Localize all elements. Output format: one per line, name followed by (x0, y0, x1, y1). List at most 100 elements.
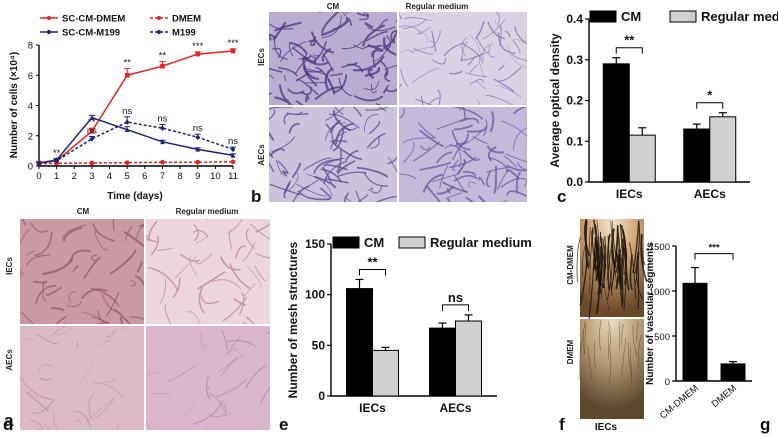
texture-strand (501, 199, 508, 202)
texture-strand (387, 156, 397, 173)
tile-texture (399, 12, 527, 105)
texture-strand (269, 92, 272, 96)
legend-label: SC-CM-DMEM (62, 14, 125, 25)
texture-strand (344, 195, 352, 202)
data-point (124, 126, 130, 132)
axis-lines-a (38, 45, 233, 167)
micrograph-regular-iecs-d (146, 219, 270, 324)
data-point (54, 157, 59, 164)
texture-strand (295, 111, 304, 116)
panel-letter-e: e (279, 415, 288, 434)
significance-bracket (615, 47, 643, 54)
texture-strand (352, 107, 363, 118)
texture-strand (427, 97, 440, 105)
vessel-sprout (587, 345, 593, 380)
texture-strand (260, 386, 270, 404)
texture-strand (102, 378, 118, 383)
texture-strand (33, 280, 48, 284)
texture-strand (363, 80, 380, 91)
texture-strand (344, 150, 359, 162)
vessel-sprout (584, 323, 586, 355)
texture-strand (200, 331, 206, 348)
x-tick-label: AECs (439, 401, 471, 415)
texture-strand (399, 108, 405, 119)
vessel-sprout (637, 334, 642, 368)
texture-strand (291, 162, 302, 179)
texture-strand (197, 271, 226, 290)
texture-strand (459, 107, 463, 111)
panel-letter-g: g (760, 415, 770, 434)
vessel-sprout (621, 338, 627, 376)
texture-strand (134, 275, 144, 287)
texture-strand (325, 123, 331, 130)
texture-strand (314, 86, 344, 101)
texture-strand (403, 141, 415, 163)
row-label-aecs: AECs (257, 144, 266, 166)
vessel-sprout (621, 258, 624, 304)
texture-strand (498, 32, 516, 54)
texture-strand (431, 30, 437, 52)
legend-marker (157, 30, 161, 34)
texture-strand (399, 25, 422, 35)
texture-strand (235, 245, 247, 259)
legend-swatch (332, 236, 360, 249)
texture-strand (45, 286, 63, 296)
panel-letter-b: b (251, 187, 261, 206)
significance-label: *** (227, 38, 238, 49)
legend-marker (157, 16, 161, 20)
texture-strand (363, 12, 366, 16)
texture-strand (366, 31, 389, 42)
y-tick-label: 50 (312, 338, 326, 352)
tile-texture (269, 12, 397, 105)
vessel-sprout (634, 251, 640, 286)
vessel-sprout (581, 245, 586, 277)
series-m199: ns ns ns ns ns (36, 106, 238, 166)
texture-strand (275, 159, 283, 175)
tile-texture (146, 329, 270, 430)
x-tick-label: 0 (36, 171, 41, 182)
texture-strand (486, 145, 504, 154)
texture-strand (280, 40, 307, 62)
texture-strand (269, 151, 274, 159)
y-tick-label: 4 (28, 101, 33, 112)
texture-strand (302, 57, 320, 81)
texture-strand (269, 22, 294, 30)
texture-strand (451, 107, 484, 120)
y-tick-label: 0.1 (566, 134, 583, 148)
texture-strand (439, 165, 449, 189)
vessel-sprout (619, 223, 625, 276)
texture-strand (402, 137, 435, 144)
texture-strand (90, 253, 97, 262)
texture-strand (505, 164, 527, 172)
vessel-sprout (576, 236, 581, 283)
x-tick-label: AECs (694, 187, 726, 201)
texture-strand (303, 65, 318, 87)
vessel-sprout (609, 347, 612, 383)
texture-strand (269, 33, 277, 41)
texture-strand (80, 311, 107, 324)
texture-strand (224, 348, 236, 356)
texture-strand (272, 47, 282, 59)
texture-strand (101, 293, 119, 313)
legend-marker (47, 30, 51, 34)
data-point (230, 48, 236, 54)
texture-strand (324, 122, 347, 141)
data-point (230, 152, 236, 158)
texture-strand (289, 41, 308, 55)
y-tick-label: 1500 (649, 242, 670, 253)
texture-strand (274, 21, 302, 32)
legend-entry: M199 (150, 28, 196, 39)
texture-strand (200, 295, 220, 305)
y-tick-label: 0.3 (566, 53, 583, 67)
texture-strand (305, 94, 310, 103)
texture-strand (517, 162, 525, 170)
texture-strand (135, 224, 144, 239)
vessel-sprout (588, 227, 591, 270)
bar (346, 288, 373, 397)
y-tick-label: 0.4 (566, 12, 583, 26)
texture-strand (312, 41, 328, 62)
texture-strand (20, 269, 25, 277)
texture-strand (146, 371, 162, 378)
texture-strand (368, 120, 381, 135)
